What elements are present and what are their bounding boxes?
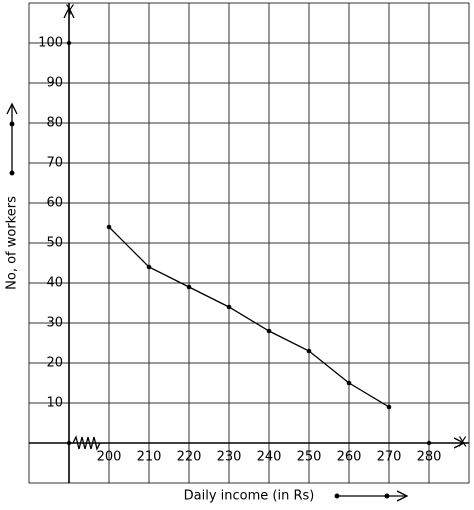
x-axis-label: Daily income (in Rs)	[184, 489, 315, 504]
data-point	[266, 328, 272, 334]
data-line	[108, 226, 390, 408]
y-tick-label: 100	[38, 36, 63, 51]
axis-dot	[66, 440, 72, 446]
y-tick-label: 20	[46, 356, 63, 371]
decor-arrow-left	[6, 102, 18, 176]
axis-dot	[66, 40, 72, 46]
y-tick-label: 40	[46, 276, 63, 291]
y-tick-label: 30	[46, 316, 63, 331]
x-tick-label: 240	[257, 450, 282, 465]
x-tick-label: 220	[177, 450, 202, 465]
data-point	[306, 348, 312, 354]
y-tick-label: 80	[46, 116, 63, 131]
axis-dot	[426, 440, 432, 446]
x-tick-label: 260	[337, 450, 362, 465]
y-tick-label: 90	[46, 76, 63, 91]
x-tick-label: 250	[297, 450, 322, 465]
y-axis-arrow	[63, 6, 75, 19]
data-point	[346, 380, 352, 386]
x-tick-label: 200	[97, 450, 122, 465]
y-tick-label: 50	[46, 236, 63, 251]
data-point	[186, 284, 192, 290]
x-tick-label: 280	[417, 450, 442, 465]
data-point	[106, 224, 112, 230]
y-tick-label: 10	[46, 396, 63, 411]
x-tick-label: 230	[217, 450, 242, 465]
x-tick-label: 210	[137, 450, 162, 465]
data-point	[386, 404, 392, 410]
x-tick-label: 270	[377, 450, 402, 465]
y-tick-label: 70	[46, 156, 63, 171]
x-axis-arrow	[453, 437, 466, 449]
decor-arrow-bottom	[334, 490, 409, 502]
data-point	[146, 264, 152, 270]
data-point	[226, 304, 232, 310]
y-tick-label: 60	[46, 196, 63, 211]
y-axis-label: No, of workers	[5, 196, 20, 290]
